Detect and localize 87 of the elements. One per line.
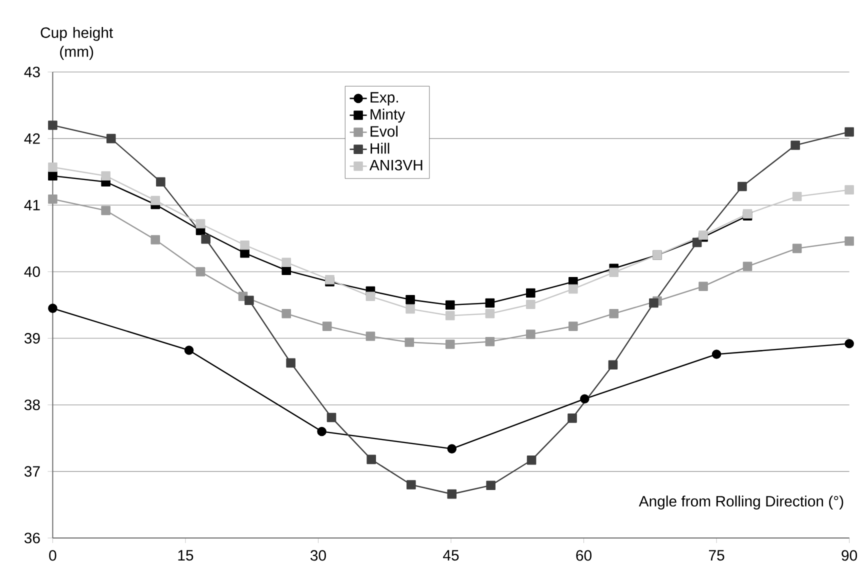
x-tick-label: 0 (49, 550, 56, 561)
point (48, 171, 58, 181)
x-tick-label: 75 (708, 550, 724, 561)
point (406, 304, 415, 314)
legend-label: Hill (370, 142, 390, 154)
point (48, 304, 58, 313)
y-tick-label: 40 (24, 266, 40, 277)
point (240, 240, 250, 250)
point (150, 196, 160, 206)
x-axis-title: Angle from Rolling Direction (°) (638, 496, 844, 510)
legend-label: Minty (370, 108, 406, 123)
point (792, 192, 802, 202)
x-tick-label: 90 (842, 550, 858, 561)
y-tick-label: 42 (24, 133, 40, 144)
point (282, 266, 292, 276)
y-tick-label: 41 (24, 200, 40, 210)
point (792, 244, 802, 254)
y-tick-label: 38 (24, 400, 40, 410)
point (486, 480, 496, 490)
legend-label: Exp. (370, 92, 398, 106)
point (790, 140, 800, 150)
point (844, 185, 854, 194)
point (106, 134, 116, 144)
point (609, 268, 619, 278)
point (526, 330, 536, 339)
point (445, 311, 455, 320)
point (608, 360, 618, 370)
point (196, 267, 206, 276)
point (48, 120, 58, 130)
point (526, 455, 536, 465)
x-tick-label: 30 (310, 550, 326, 561)
point (184, 346, 194, 355)
point (48, 194, 58, 204)
y-tick-label: 36 (24, 532, 40, 544)
point (445, 300, 455, 310)
point (406, 295, 415, 304)
point (150, 235, 160, 244)
point (738, 182, 747, 192)
point (844, 338, 854, 348)
y-axis-title: Cup height (mm) (40, 26, 114, 60)
point (609, 309, 619, 318)
legend-label: Evol (370, 126, 398, 137)
point (156, 177, 166, 186)
point (48, 162, 58, 172)
point (201, 234, 210, 244)
point (406, 480, 416, 490)
x-tick-label: 45 (443, 550, 459, 561)
point (244, 296, 254, 305)
point (240, 248, 250, 258)
y-tick-label: 37 (24, 466, 40, 477)
point (485, 298, 495, 308)
point (526, 300, 536, 309)
point (485, 309, 495, 318)
point (692, 238, 702, 248)
point (366, 292, 376, 301)
point (404, 338, 414, 347)
point (282, 309, 292, 318)
point (580, 394, 590, 404)
point (526, 288, 536, 298)
point (326, 412, 336, 422)
point (844, 127, 854, 137)
point (101, 206, 110, 216)
point (844, 236, 854, 246)
point (445, 340, 455, 349)
point (282, 258, 292, 268)
point (322, 322, 332, 331)
y-tick-label: 39 (24, 332, 40, 344)
point (366, 332, 376, 341)
point (286, 358, 296, 368)
point (317, 426, 326, 436)
point (485, 336, 495, 346)
point (196, 219, 206, 228)
point (568, 414, 577, 423)
point (649, 298, 658, 308)
point (712, 350, 722, 359)
point (698, 282, 708, 292)
point (742, 262, 752, 272)
x-tick-label: 60 (576, 550, 592, 561)
point (568, 322, 578, 331)
legend-label: ANI3VH (369, 160, 422, 170)
point (568, 284, 578, 294)
point (366, 454, 376, 464)
point (447, 444, 457, 454)
point (447, 489, 457, 499)
y-tick-label: 43 (24, 66, 40, 78)
point (101, 171, 110, 181)
x-tick-label: 15 (178, 550, 194, 561)
